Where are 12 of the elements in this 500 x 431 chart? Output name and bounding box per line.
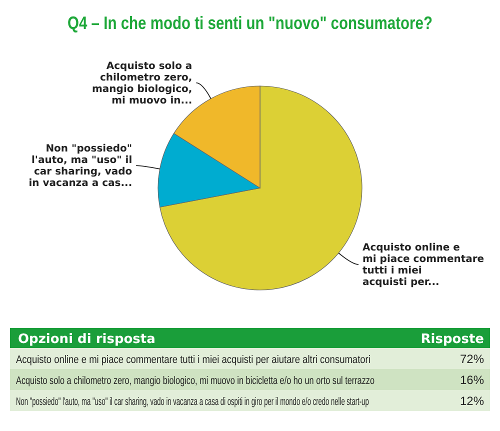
text: Opzioni di risposta xyxy=(18,332,156,347)
text: Non "possiedo" l'auto, ma "uso" il car sharing, vado in vacanza a casa di ospiti in giro per il mondo e/o credo nelle start-up xyxy=(16,395,369,408)
text: Acquisto online e mi piace commentare tutti i miei acquisti per aiutare altri consumatori xyxy=(16,354,370,366)
text: 72% xyxy=(460,352,484,366)
text: Risposte xyxy=(420,332,484,347)
text: 16% xyxy=(460,373,484,387)
slice-label: Non "possiedo" l'auto, ma "uso" il car sharing, vado in vacanza a cas... xyxy=(28,144,132,190)
text: 12% xyxy=(460,394,484,408)
slice-label: Acquisto solo a chilometro zero, mangio biologico, mi muovo in... xyxy=(92,60,192,106)
chart-title: Q4 – In che modo ti senti un "nuovo" consumatore? xyxy=(66,12,434,35)
text: Acquisto solo a chilometro zero, mangio biologico, mi muovo in bicicletta e/o ho un orto sul terrazzo xyxy=(16,374,375,388)
slice-label: Acquisto online e mi piace commentare tutti i miei acquisti per... xyxy=(362,242,484,288)
